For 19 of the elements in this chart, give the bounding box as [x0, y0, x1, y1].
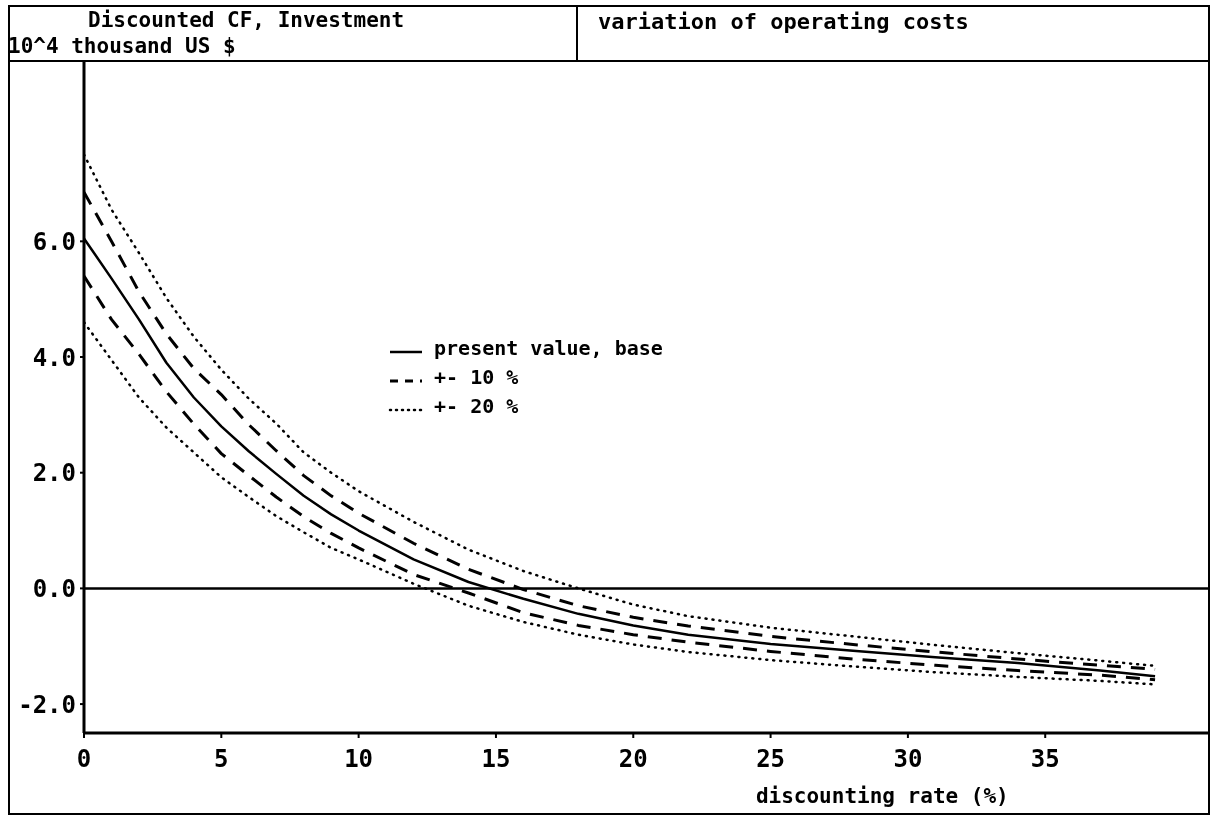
- y-axis-title: Discounted CF, Investment 10^4 thousand US $: [8, 7, 405, 59]
- y-tick-label: -2.0: [18, 690, 76, 719]
- y-tick-label: 4.0: [32, 343, 76, 372]
- x-tick-label: 30: [893, 745, 923, 774]
- legend-label: +- 20 %: [434, 394, 519, 419]
- y-tick-label: 0.0: [32, 574, 76, 603]
- x-tick-label: 0: [76, 745, 92, 774]
- x-tick-label: 25: [756, 745, 786, 774]
- x-tick-label: 5: [214, 745, 229, 774]
- y-tick-label: 2.0: [32, 459, 76, 488]
- x-tick-label: 15: [481, 745, 511, 774]
- chart-title: variation of operating costs: [598, 9, 969, 35]
- legend-label: +- 10 %: [434, 365, 519, 390]
- x-tick-label: 35: [1030, 745, 1060, 774]
- legend-label: present value, base: [434, 336, 663, 361]
- y-tick-label: 6.0: [32, 227, 76, 256]
- x-axis-title: discounting rate (%): [755, 784, 1009, 808]
- x-tick-label: 10: [344, 745, 374, 774]
- x-tick-label: 20: [618, 745, 648, 774]
